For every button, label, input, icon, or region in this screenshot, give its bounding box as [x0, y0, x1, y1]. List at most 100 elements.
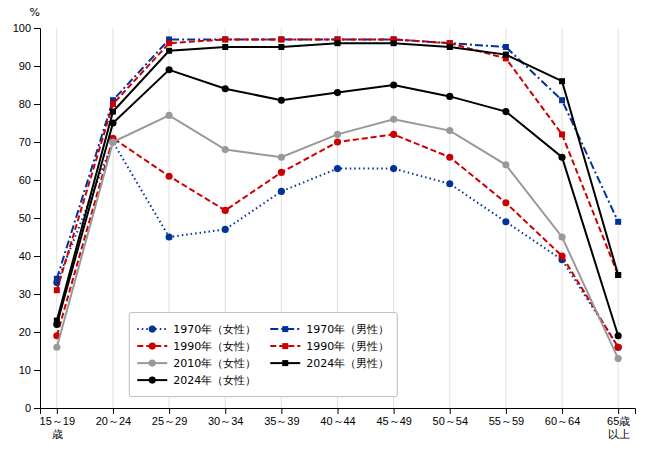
series	[54, 40, 621, 323]
marker	[334, 89, 341, 96]
tick: 35～39	[264, 408, 299, 427]
axis-title: %	[30, 6, 40, 19]
legend-marker	[149, 343, 156, 350]
legend-label: 1970年（女性）	[173, 323, 256, 336]
legend-marker	[282, 360, 288, 366]
marker	[502, 161, 509, 168]
tick-label: 20～24	[96, 415, 131, 427]
tick: 10	[19, 364, 40, 376]
legend-item: 2010年（女性）	[137, 357, 256, 370]
tick-mark	[225, 408, 226, 414]
marker	[222, 146, 229, 153]
marker	[390, 131, 397, 138]
tick: 15～19歳	[40, 408, 75, 440]
marker	[446, 93, 453, 100]
marker	[278, 97, 285, 104]
grid-line	[112, 28, 113, 408]
tick: 20～24	[96, 408, 131, 427]
tick-mark	[281, 408, 282, 414]
marker	[334, 138, 341, 145]
marker	[166, 48, 172, 54]
marker	[615, 344, 622, 351]
legend-item: 2024年（男性）	[270, 357, 389, 370]
grid	[57, 28, 618, 408]
tick-label: 0	[25, 402, 31, 414]
tick-mark	[34, 332, 40, 333]
marker	[390, 165, 397, 172]
tick: 80	[19, 98, 40, 110]
marker	[54, 318, 60, 324]
tick: 60	[19, 174, 40, 186]
legend-marker	[149, 326, 156, 333]
tick-label: 55～59	[489, 415, 524, 427]
marker	[615, 332, 622, 339]
legend-item: 1990年（男性）	[270, 340, 389, 353]
marker	[222, 36, 228, 42]
tick-label: 40	[19, 250, 31, 262]
marker	[222, 207, 229, 214]
marker	[446, 154, 453, 161]
marker	[222, 36, 228, 42]
y-axis: 0102030405060708090100	[13, 22, 41, 414]
legend-marker	[282, 343, 288, 349]
tick-mark	[34, 294, 40, 295]
tick-label: 45～49	[376, 415, 411, 427]
tick-label: 50	[19, 212, 31, 224]
marker	[615, 272, 621, 278]
tick: 100	[13, 22, 40, 34]
legend-item: 1970年（男性）	[270, 323, 389, 336]
tick: 60～64	[545, 408, 580, 427]
legend: 1970年（女性） 1990年（女性） 2010年（女性） 2024年（女性） 1970…	[129, 313, 397, 397]
marker	[503, 44, 509, 50]
tick-mark	[57, 408, 58, 414]
marker	[278, 44, 284, 50]
tick: 70	[19, 136, 40, 148]
tick: 65歳以上	[607, 408, 630, 440]
tick-mark	[34, 180, 40, 181]
tick: 30	[19, 288, 40, 300]
marker	[166, 233, 173, 240]
legend-marker	[149, 360, 156, 367]
marker	[615, 219, 621, 225]
tick-mark	[34, 104, 40, 105]
tick-mark	[618, 408, 619, 414]
tick-label: 60～64	[545, 415, 580, 427]
legend-label: 2024年（男性）	[306, 357, 389, 370]
legend-label: 2024年（女性）	[173, 374, 256, 387]
tick-mark	[34, 256, 40, 257]
legend-marker	[282, 326, 288, 332]
marker	[278, 36, 284, 42]
legend-item: 1990年（女性）	[137, 340, 256, 353]
tick: 45～49	[376, 408, 411, 427]
marker	[109, 138, 116, 145]
legend-label: 1970年（男性）	[306, 323, 389, 336]
marker	[278, 188, 285, 195]
marker	[558, 233, 565, 240]
tick-mark	[394, 408, 395, 414]
tick: 30～34	[208, 408, 243, 427]
marker	[222, 226, 229, 233]
line	[57, 39, 618, 278]
tick-label: 70	[19, 136, 31, 148]
grid-line	[56, 28, 57, 408]
marker	[166, 66, 173, 73]
tick-mark	[34, 66, 40, 67]
marker	[53, 344, 60, 351]
tick-label: 40～44	[320, 415, 355, 427]
tick-mark	[450, 408, 451, 414]
marker	[503, 52, 509, 58]
axis-line	[34, 29, 41, 409]
marker	[390, 116, 397, 123]
marker	[222, 85, 229, 92]
line	[57, 70, 618, 336]
legend-item: 2024年（女性）	[137, 374, 256, 387]
tick: 40	[19, 250, 40, 262]
tick-mark	[506, 408, 507, 414]
marker	[447, 44, 453, 50]
marker	[222, 44, 228, 50]
legend-label: 1990年（男性）	[306, 340, 389, 353]
tick-label: 100	[13, 22, 31, 34]
marker	[502, 108, 509, 115]
legend-marker	[149, 377, 156, 384]
tick: 55～59	[489, 408, 524, 427]
